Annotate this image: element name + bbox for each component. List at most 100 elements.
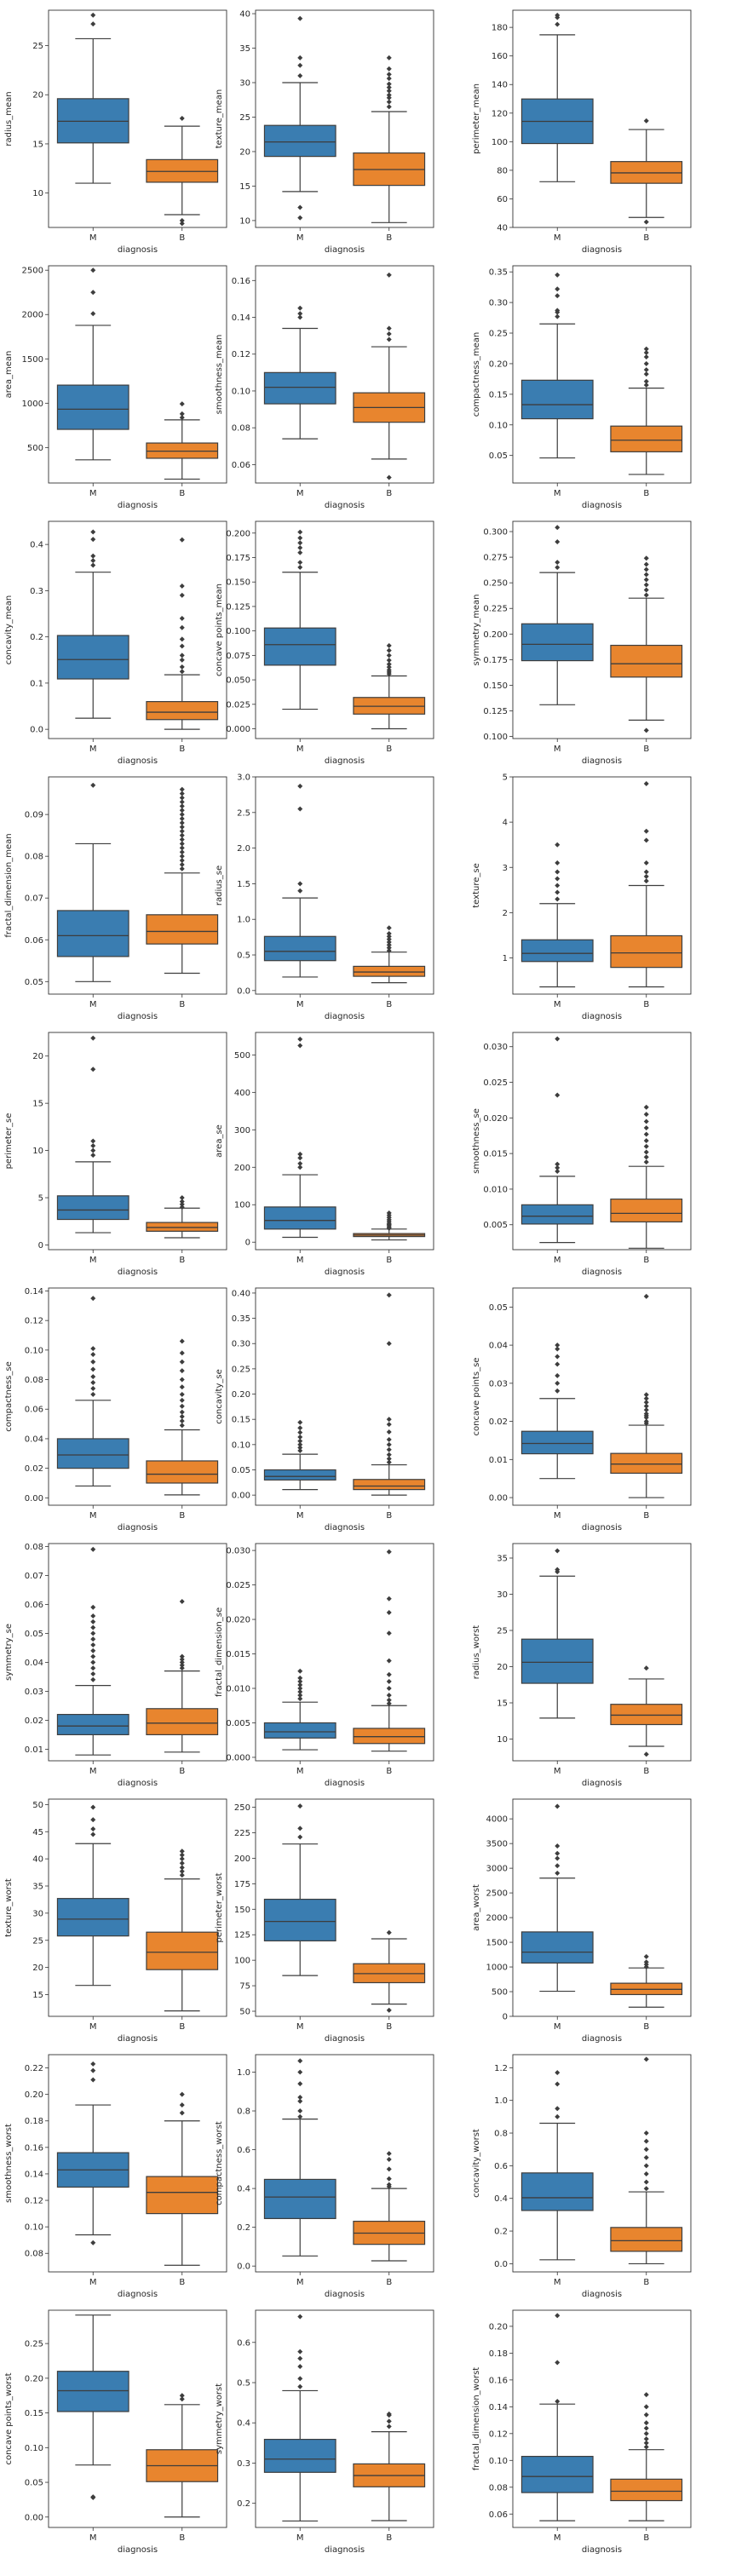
- outlier-point: [643, 1959, 649, 1965]
- subplot-concave-points-mean: 0.000 0.025 0.050 0.075 0.100 0.125 0.150 0.175…: [215, 520, 434, 766]
- outlier-point: [179, 1413, 185, 1420]
- y-tick-label: 25: [32, 1936, 43, 1946]
- outlier-point: [386, 2007, 392, 2013]
- y-tick-label: 225: [234, 1829, 250, 1838]
- y-tick-label: 1.2: [494, 2064, 508, 2073]
- plot-frame: [255, 1287, 434, 1506]
- outlier-point: [297, 1668, 303, 1674]
- iqr-box: [146, 1460, 219, 1484]
- y-tick-label: 50: [32, 1801, 43, 1810]
- outlier-point: [90, 553, 96, 559]
- plot-frame: [48, 1287, 227, 1506]
- y-axis-label: radius_mean: [4, 91, 14, 146]
- y-tick-label: 0: [503, 2013, 508, 2022]
- iqr-box: [520, 2455, 594, 2493]
- box-M: [520, 1803, 594, 1992]
- y-axis-label: smoothness_se: [472, 1108, 481, 1174]
- y-tick-label: 0.0: [237, 2263, 250, 2272]
- iqr-box: [146, 914, 219, 945]
- outlier-point: [555, 1343, 561, 1348]
- y-tick-label: 0.10: [25, 1346, 43, 1355]
- outlier-point: [386, 474, 392, 480]
- y-tick-label: 25: [32, 42, 43, 51]
- x-tick-label: B: [386, 1511, 392, 1521]
- x-tick-label: B: [386, 1000, 392, 1009]
- y-tick-label: 5: [38, 1194, 43, 1204]
- y-tick-label: 0.3: [30, 587, 43, 596]
- x-tick-label: M: [89, 1256, 97, 1265]
- y-tick-label: 0.25: [232, 1365, 250, 1374]
- y-tick-label: 0.075: [226, 652, 250, 661]
- outlier-point: [555, 1850, 561, 1856]
- outlier-point: [179, 664, 185, 670]
- box-M: [263, 2314, 336, 2522]
- iqr-box: [263, 371, 336, 405]
- y-tick-label: 0.30: [232, 1340, 250, 1349]
- outlier-point: [90, 1659, 96, 1665]
- outlier-point: [297, 1696, 303, 1702]
- outlier-point: [643, 378, 649, 384]
- subplot-symmetry-se: 0.01 0.02 0.03 0.04 0.05 0.06 0.07 0.08 M Bdiagno…: [4, 1543, 227, 1788]
- x-tick-label: M: [554, 2022, 561, 2032]
- outlier-point: [555, 1548, 561, 1554]
- outlier-point: [90, 1153, 96, 1159]
- outlier-point: [386, 1685, 392, 1692]
- box-M: [520, 2070, 594, 2261]
- y-axis-label: area_mean: [4, 351, 14, 399]
- x-axis-label: diagnosis: [582, 1012, 622, 1021]
- outlier-point: [643, 118, 649, 124]
- outlier-point: [386, 92, 392, 98]
- box-B: [353, 1210, 426, 1241]
- y-tick-label: 0.08: [25, 1543, 43, 1552]
- box-B: [146, 1849, 219, 2012]
- outlier-point: [643, 2444, 649, 2450]
- outlier-point: [386, 934, 392, 940]
- outlier-point: [90, 1831, 96, 1837]
- outlier-point: [90, 1296, 96, 1302]
- box-M: [56, 782, 129, 982]
- box-B: [353, 925, 426, 984]
- x-tick-label: M: [296, 2022, 304, 2032]
- plot-frame: [512, 520, 692, 739]
- y-tick-label: 5: [503, 773, 508, 783]
- outlier-point: [179, 657, 185, 663]
- outlier-point: [297, 544, 303, 551]
- plot-frame: [255, 2054, 434, 2273]
- x-axis-label: diagnosis: [118, 245, 158, 255]
- iqr-box: [610, 644, 683, 678]
- outlier-point: [297, 2355, 303, 2361]
- outlier-point: [643, 1159, 649, 1165]
- y-tick-label: 0.35: [232, 1314, 250, 1324]
- outlier-point: [386, 642, 392, 648]
- y-axis-label: compactness_se: [4, 1361, 14, 1432]
- outlier-point: [297, 1036, 303, 1042]
- iqr-box: [146, 1222, 219, 1232]
- y-tick-label: 25: [497, 1627, 508, 1636]
- y-tick-label: 3500: [486, 1840, 508, 1849]
- x-axis-label: diagnosis: [582, 2034, 622, 2044]
- box-M: [520, 1343, 594, 1480]
- plot-frame: [48, 2054, 227, 2273]
- iqr-box: [263, 1206, 336, 1230]
- y-tick-label: 1500: [486, 1939, 508, 1948]
- outlier-point: [555, 538, 561, 545]
- x-tick-label: B: [643, 233, 649, 243]
- outlier-point: [643, 354, 649, 360]
- y-tick-label: 0.06: [232, 461, 250, 470]
- outlier-point: [386, 1693, 392, 1699]
- y-tick-label: 0.000: [226, 725, 250, 734]
- y-tick-label: 500: [27, 444, 43, 453]
- y-tick-label: 0.3: [237, 2459, 250, 2469]
- outlier-point: [297, 1445, 303, 1451]
- plot-frame: [48, 520, 227, 739]
- y-tick-label: 3.0: [237, 773, 250, 783]
- y-tick-label: 0.30: [489, 299, 508, 308]
- outlier-point: [386, 1700, 392, 1706]
- box-M: [520, 272, 594, 459]
- box-B: [610, 2392, 683, 2521]
- y-tick-label: 0.05: [25, 1630, 43, 1639]
